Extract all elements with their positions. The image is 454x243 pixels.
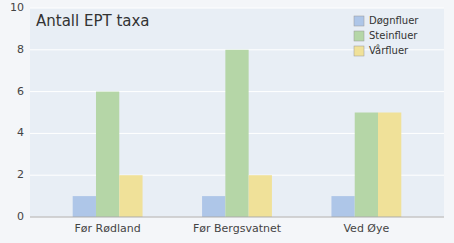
x-tick-label: Før Bergsvatnet — [193, 222, 282, 235]
y-tick-label: 4 — [17, 126, 24, 139]
title: Antall EPT taxa — [36, 12, 150, 30]
bar — [378, 113, 401, 218]
y-tick-label: 2 — [17, 168, 24, 181]
legend: Døgnfluer Steinfluer Vårfluer — [354, 15, 419, 56]
x-tick-label: Ved Øye — [343, 222, 389, 235]
legend-swatch — [354, 16, 364, 26]
bar — [225, 50, 248, 217]
x-tick-label: Før Rødland — [75, 222, 141, 235]
y-tick-label: 6 — [17, 85, 24, 98]
legend-label: Døgnfluer — [369, 15, 419, 26]
bar — [331, 196, 354, 217]
legend-swatch — [354, 46, 364, 56]
chart-svg: 0 2 4 6 8 10 Før Rødland Før Bergsvatnet Ved Øye… — [0, 0, 454, 243]
x-axis-line — [30, 217, 444, 218]
grid-line — [30, 217, 444, 218]
legend-label: Steinfluer — [369, 30, 418, 41]
bar — [119, 175, 142, 217]
y-tick-label: 0 — [17, 210, 24, 223]
chart-container: 0 2 4 6 8 10 Før Rødland Før Bergsvatnet Ved Øye… — [0, 0, 454, 243]
bar — [202, 196, 225, 217]
grid — [30, 8, 444, 217]
legend-label: Vårfluer — [369, 44, 409, 56]
y-tick-label: 10 — [10, 1, 24, 14]
plot-background — [30, 8, 444, 217]
bars — [73, 50, 402, 217]
grid-line — [30, 8, 444, 9]
y-tick-label: 8 — [17, 43, 24, 56]
bar — [249, 175, 272, 217]
legend-swatch — [354, 31, 364, 41]
bar — [355, 113, 378, 218]
bar — [96, 92, 119, 217]
bar — [73, 196, 96, 217]
